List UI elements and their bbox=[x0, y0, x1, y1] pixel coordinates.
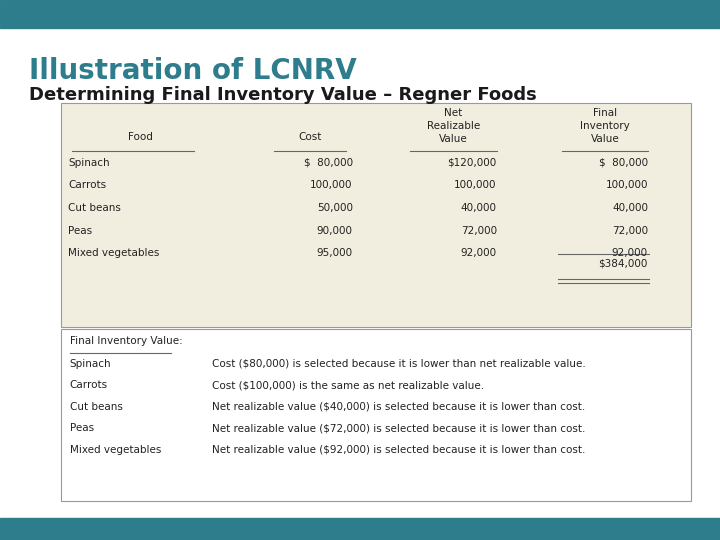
Bar bbox=[0, 0, 720, 28]
Text: Net realizable value ($92,000) is selected because it is lower than cost.: Net realizable value ($92,000) is select… bbox=[212, 445, 586, 455]
Text: 40,000: 40,000 bbox=[612, 203, 648, 213]
Text: Spinach: Spinach bbox=[68, 158, 110, 168]
Text: Food: Food bbox=[128, 132, 153, 143]
Text: Net realizable value ($72,000) is selected because it is lower than cost.: Net realizable value ($72,000) is select… bbox=[212, 423, 586, 434]
Text: 72,000: 72,000 bbox=[612, 226, 648, 236]
Text: Determining Final Inventory Value – Regner Foods: Determining Final Inventory Value – Regn… bbox=[29, 86, 536, 104]
Bar bbox=[61, 329, 691, 501]
Text: 100,000: 100,000 bbox=[454, 180, 497, 191]
Text: 92,000: 92,000 bbox=[612, 248, 648, 259]
Text: 92,000: 92,000 bbox=[461, 248, 497, 259]
Text: Peas: Peas bbox=[70, 423, 94, 434]
Text: Final Inventory Value:: Final Inventory Value: bbox=[70, 336, 183, 346]
Text: Cost: Cost bbox=[298, 132, 321, 143]
Bar bbox=[61, 103, 691, 327]
Bar bbox=[0, 518, 720, 540]
Text: Carrots: Carrots bbox=[68, 180, 107, 191]
Text: 72,000: 72,000 bbox=[461, 226, 497, 236]
Text: Net realizable value ($40,000) is selected because it is lower than cost.: Net realizable value ($40,000) is select… bbox=[212, 402, 585, 412]
Text: Cut beans: Cut beans bbox=[68, 203, 121, 213]
Text: Cut beans: Cut beans bbox=[70, 402, 122, 412]
Text: 11: 11 bbox=[693, 524, 707, 534]
Text: Cost ($80,000) is selected because it is lower than net realizable value.: Cost ($80,000) is selected because it is… bbox=[212, 359, 586, 369]
Text: Mixed vegetables: Mixed vegetables bbox=[70, 445, 161, 455]
Text: LO 1: LO 1 bbox=[13, 524, 40, 534]
Text: Carrots: Carrots bbox=[70, 380, 108, 390]
Text: $  80,000: $ 80,000 bbox=[304, 158, 353, 168]
Text: $384,000: $384,000 bbox=[598, 258, 648, 268]
Text: Final
Inventory
Value: Final Inventory Value bbox=[580, 108, 630, 144]
Text: Peas: Peas bbox=[68, 226, 93, 236]
Text: Cost ($100,000) is the same as net realizable value.: Cost ($100,000) is the same as net reali… bbox=[212, 380, 485, 390]
Text: $120,000: $120,000 bbox=[448, 158, 497, 168]
Text: 40,000: 40,000 bbox=[461, 203, 497, 213]
Text: Spinach: Spinach bbox=[70, 359, 112, 369]
Text: 50,000: 50,000 bbox=[317, 203, 353, 213]
Text: 100,000: 100,000 bbox=[606, 180, 648, 191]
Text: Mixed vegetables: Mixed vegetables bbox=[68, 248, 160, 259]
Text: Illustration of LCNRV: Illustration of LCNRV bbox=[29, 57, 356, 85]
Text: 100,000: 100,000 bbox=[310, 180, 353, 191]
Text: $  80,000: $ 80,000 bbox=[599, 158, 648, 168]
Text: Copyright ©2019 John Wiley & Sons, Inc.: Copyright ©2019 John Wiley & Sons, Inc. bbox=[253, 524, 467, 534]
Text: Net
Realizable
Value: Net Realizable Value bbox=[427, 108, 480, 144]
Text: 90,000: 90,000 bbox=[317, 226, 353, 236]
Text: 95,000: 95,000 bbox=[317, 248, 353, 259]
